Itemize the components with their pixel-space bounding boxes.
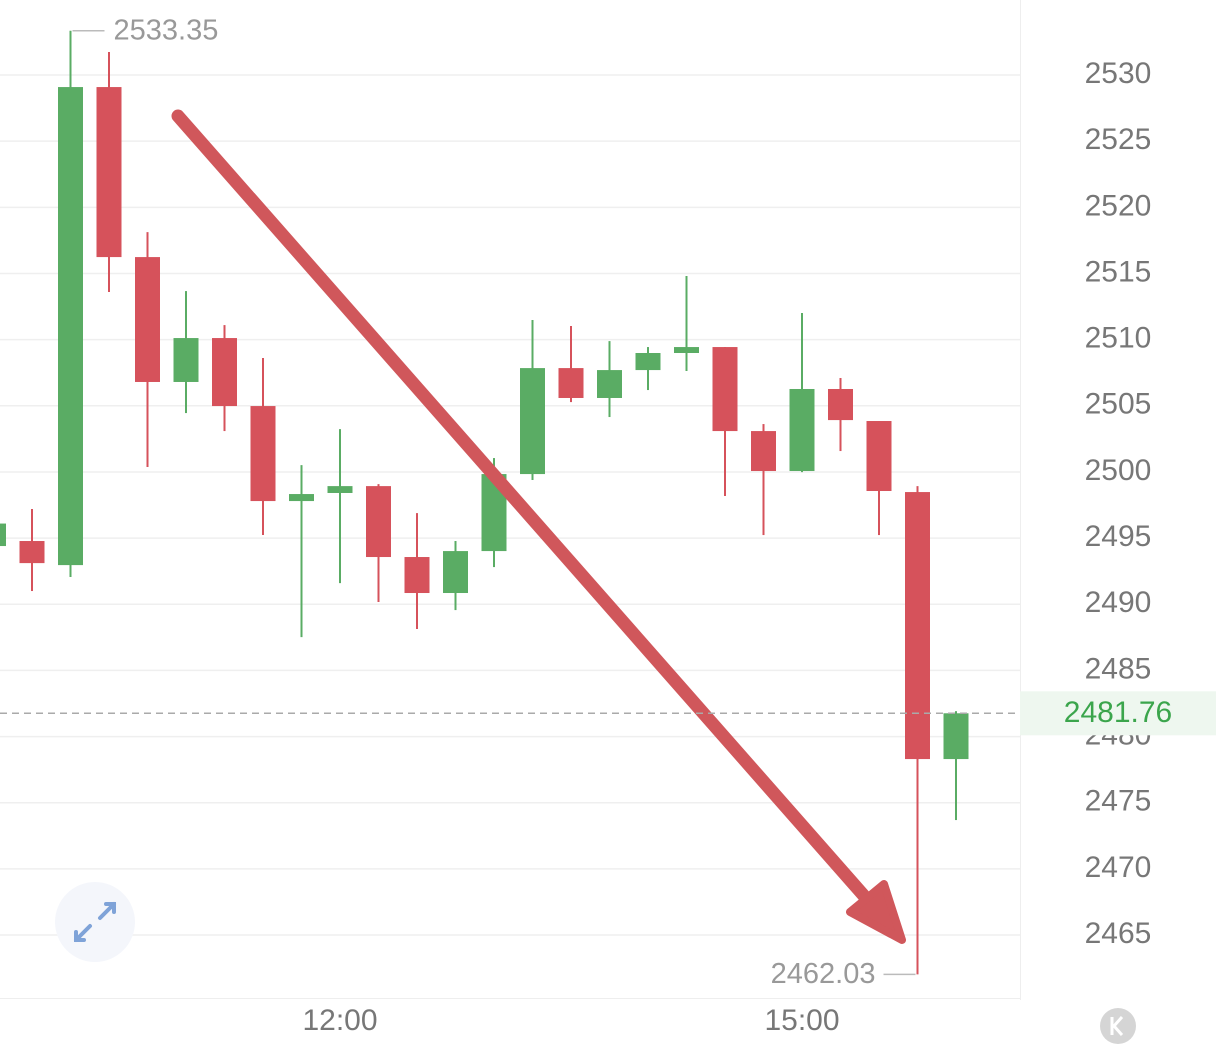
candle-body: [943, 713, 969, 760]
arrow-head: [846, 880, 906, 944]
y-tick-label: 2490: [1085, 586, 1152, 619]
x-tick-label: 12:00: [302, 1004, 377, 1037]
x-tick-label: 15:00: [764, 1004, 839, 1037]
candle-body: [558, 368, 584, 398]
k-button[interactable]: [1100, 1008, 1136, 1044]
candle-body: [866, 421, 892, 492]
candle-body: [212, 338, 237, 407]
x-axis-line: [0, 998, 1020, 999]
min-label: 2462.03: [771, 958, 876, 990]
trend-arrow: [171, 109, 906, 944]
candles: [0, 30, 969, 975]
candle-body: [250, 406, 276, 502]
arrow-shaft: [171, 109, 887, 921]
y-tick-label: 2500: [1085, 454, 1152, 487]
current-price-label: 2481.76: [1064, 696, 1172, 729]
y-tick-label: 2495: [1085, 520, 1152, 553]
candle-body: [712, 347, 738, 432]
candle-body: [366, 486, 391, 558]
candle-body: [789, 388, 815, 472]
labels: 2465247024752480248524902495250025052510…: [0, 14, 1216, 1037]
candle-body: [58, 87, 83, 566]
candle-body: [0, 523, 6, 547]
max-label: 2533.35: [114, 14, 219, 46]
candle-body: [173, 338, 199, 382]
grid: [0, 74, 1020, 936]
y-tick-label: 2515: [1085, 255, 1152, 288]
candle-body: [19, 541, 45, 564]
candle-body: [828, 388, 853, 421]
y-tick-label: 2520: [1085, 189, 1152, 222]
y-tick-label: 2475: [1085, 785, 1152, 818]
candle-body: [635, 353, 661, 371]
candle-body: [443, 551, 468, 594]
expand-button[interactable]: [55, 882, 135, 962]
candle-body: [751, 431, 776, 472]
y-tick-label: 2470: [1085, 851, 1152, 884]
current-price-box: [1020, 691, 1216, 736]
expand-icon[interactable]: [74, 902, 116, 942]
candle-body: [905, 492, 930, 760]
candle-body: [289, 494, 314, 502]
y-tick-label: 2505: [1085, 388, 1152, 421]
candle-body: [404, 557, 430, 594]
k-bg[interactable]: [1100, 1008, 1136, 1044]
y-tick-label: 2465: [1085, 917, 1152, 950]
candle-body: [520, 368, 545, 475]
candle-body: [135, 257, 160, 382]
candle-body: [327, 486, 353, 493]
y-tick-label: 2525: [1085, 123, 1152, 156]
y-tick-label: 2485: [1085, 652, 1152, 685]
y-tick-label: 2530: [1085, 57, 1152, 90]
candle-body: [597, 370, 622, 398]
expand-bg[interactable]: [55, 882, 135, 962]
k-icon[interactable]: [1110, 1016, 1124, 1036]
axis-separator: [1020, 0, 1021, 1000]
candle-body: [96, 87, 122, 258]
y-tick-label: 2510: [1085, 322, 1152, 355]
candle-body: [674, 347, 699, 354]
